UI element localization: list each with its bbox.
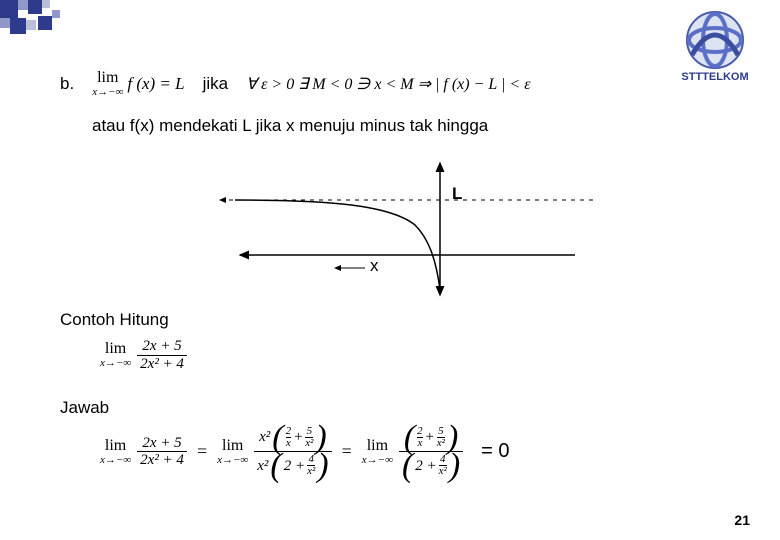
jika-label: jika (203, 74, 229, 94)
label-L: L (452, 184, 462, 204)
definition-row: b. lim x→−∞ f (x) = L jika ∀ ε > 0 ∃ M <… (60, 70, 720, 98)
diagram-svg (180, 160, 600, 300)
page-number: 21 (734, 512, 750, 528)
epsilon-condition: ∀ ε > 0 ∃ M < 0 ∋ x < M ⇒ | f (x) − L | … (246, 74, 530, 94)
jawab-heading: Jawab (60, 398, 720, 418)
result: = 0 (481, 440, 509, 463)
label-x: x (370, 256, 379, 276)
item-label: b. (60, 74, 74, 94)
solution-equation: lim x→−∞ 2x + 5 2x² + 4 = lim x→−∞ x² ( … (100, 424, 720, 479)
description-text: atau f(x) mendekati L jika x menuju minu… (92, 116, 720, 136)
limit-diagram: L x (180, 160, 600, 300)
slide-content: b. lim x→−∞ f (x) = L jika ∀ ε > 0 ∃ M <… (60, 70, 720, 479)
limit-expr-1: lim x→−∞ f (x) = L (92, 70, 184, 98)
logo-globe-icon (680, 5, 750, 75)
contoh-heading: Contoh Hitung (60, 310, 720, 330)
contoh-expression: lim x→−∞ 2x + 5 2x² + 4 (100, 338, 720, 372)
